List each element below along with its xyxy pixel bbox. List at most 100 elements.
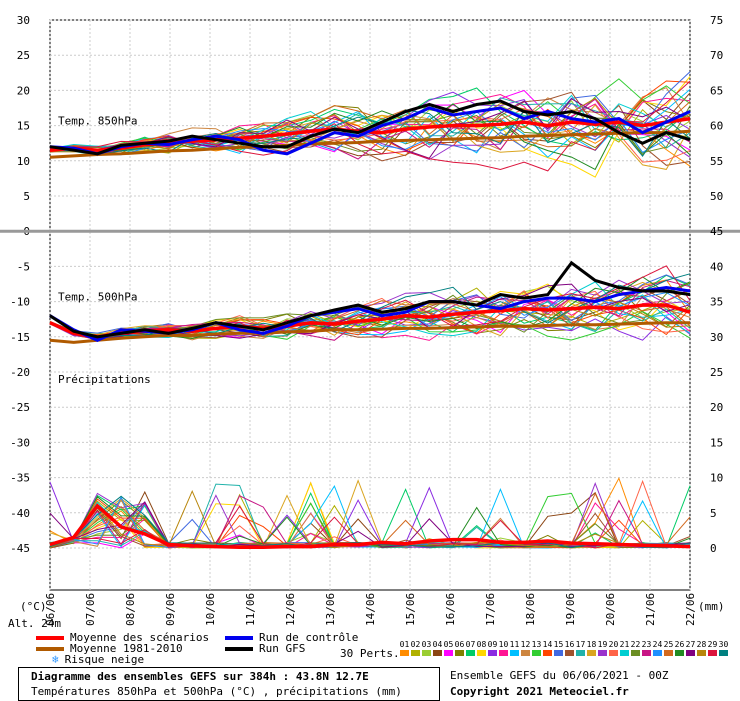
legend-swatch-brown <box>36 647 64 651</box>
perturbation-swatch <box>488 650 497 656</box>
date-tick-label: 15/06 <box>404 593 417 626</box>
panel-label-500: Temp. 500hPa <box>58 291 137 304</box>
date-tick-label: 12/06 <box>284 593 297 626</box>
perturbation-swatch <box>653 650 662 656</box>
left-tick-label: -20 <box>10 366 30 379</box>
perturbation-line-850 <box>49 103 691 171</box>
perturbation-number: 19 <box>597 640 608 649</box>
perturbation-color-key: 01 02 03 04 05 06 07 08 09 10 11 12 13 14 15 16 17 18 19 20… <box>399 640 731 660</box>
series-line-t500 <box>49 321 690 344</box>
perturbation-number: 28 <box>696 640 707 649</box>
panel-label-850: Temp. 850hPa <box>58 115 137 128</box>
perturbation-number: 04 <box>432 640 443 649</box>
date-tick-label: 13/06 <box>324 593 337 626</box>
right-tick-label: 0 <box>710 542 717 555</box>
date-tick-label: 21/06 <box>644 593 657 626</box>
ensemble-chart: 302520151050-5-10-15-20-25-30-35-40-4575… <box>0 14 740 626</box>
perturbation-swatch <box>620 650 629 656</box>
perturbation-number: 22 <box>630 640 641 649</box>
ensemble-info: Ensemble GEFS du 06/06/2021 - 00Z <box>450 669 669 682</box>
chart-title: Diagramme des ensembles GEFS sur 384h : … <box>31 670 369 683</box>
perturbation-swatch <box>411 650 420 656</box>
altitude-label: Alt. 24m <box>8 617 61 630</box>
perturbations-label: 30 Perts. <box>340 647 400 660</box>
left-tick-label: 25 <box>17 49 30 62</box>
legend-swatch-red <box>36 636 64 640</box>
date-tick-label: 10/06 <box>204 593 217 626</box>
perturbation-swatch <box>719 650 728 656</box>
perturbation-line-850 <box>49 109 691 157</box>
perturbation-swatch <box>444 650 453 656</box>
snowflake-icon: ❄ <box>52 653 59 666</box>
date-tick-label: 20/06 <box>604 593 617 626</box>
right-tick-label: 25 <box>710 366 723 379</box>
perturbation-swatch <box>587 650 596 656</box>
legend-swatch-blue <box>225 636 253 640</box>
legend-item-run-gfs: Run GFS <box>225 642 305 655</box>
legend-item-moyenne-scenarios: Moyenne des scénarios <box>36 631 209 644</box>
perturbation-swatch <box>499 650 508 656</box>
left-tick-label: -25 <box>10 401 30 414</box>
perturbation-swatch <box>697 650 706 656</box>
right-tick-label: 55 <box>710 155 723 168</box>
perturbation-swatch <box>466 650 475 656</box>
perturbation-swatch <box>400 650 409 656</box>
chart-subtitle: Températures 850hPa et 500hPa (°C) , pré… <box>31 685 402 698</box>
series-line-t850 <box>49 129 691 159</box>
series-line-t850 <box>49 106 691 156</box>
perturbation-swatch <box>642 650 651 656</box>
perturbation-number: 12 <box>520 640 531 649</box>
perturbation-swatch <box>598 650 607 656</box>
legend-item-snow-risk: ❄ Risque neige <box>52 653 145 666</box>
perturbation-swatch <box>686 650 695 656</box>
perturbation-swatch <box>477 650 486 656</box>
date-tick-label: 14/06 <box>364 593 377 626</box>
right-tick-label: 45 <box>710 225 723 238</box>
perturbation-number: 06 <box>454 640 465 649</box>
right-tick-label: 20 <box>710 401 723 414</box>
left-tick-label: -5 <box>17 260 30 273</box>
perturbation-swatch <box>543 650 552 656</box>
perturbation-swatch <box>631 650 640 656</box>
perturbation-line-precip <box>49 490 691 549</box>
perturbation-number: 26 <box>674 640 685 649</box>
panel-label-precip: Précipitations <box>58 373 151 386</box>
perturbation-number: 24 <box>652 640 663 649</box>
perturbation-number: 13 <box>531 640 542 649</box>
right-unit-label: (mm) <box>698 600 725 613</box>
perturbation-number: 01 <box>399 640 410 649</box>
perturbation-number: 17 <box>575 640 586 649</box>
right-tick-label: 40 <box>710 260 723 273</box>
perturbation-number: 23 <box>641 640 652 649</box>
legend-swatch-black <box>225 647 253 651</box>
perturbation-number: 16 <box>564 640 575 649</box>
left-tick-label: 20 <box>17 84 30 97</box>
perturbation-swatch <box>422 650 431 656</box>
date-tick-label: 22/06 <box>684 593 697 626</box>
perturbation-swatch <box>510 650 519 656</box>
right-tick-label: 30 <box>710 331 723 344</box>
left-tick-label: 5 <box>23 190 30 203</box>
left-tick-label: 10 <box>17 155 30 168</box>
perturbation-number: 30 <box>718 640 729 649</box>
perturbation-number: 14 <box>542 640 553 649</box>
right-tick-label: 65 <box>710 84 723 97</box>
left-tick-label: 30 <box>17 14 30 27</box>
right-tick-label: 15 <box>710 436 723 449</box>
perturbation-number: 15 <box>553 640 564 649</box>
left-tick-label: -10 <box>10 296 30 309</box>
perturbation-swatch <box>576 650 585 656</box>
perturbation-number: 05 <box>443 640 454 649</box>
date-tick-label: 11/06 <box>244 593 257 626</box>
perturbation-swatch <box>675 650 684 656</box>
perturbation-number: 09 <box>487 640 498 649</box>
footer-title-box: Diagramme des ensembles GEFS sur 384h : … <box>18 667 440 701</box>
perturbation-number: 27 <box>685 640 696 649</box>
legend-item-moyenne-1981: Moyenne 1981-2010 <box>36 642 183 655</box>
legend-item-run-controle: Run de contrôle <box>225 631 358 644</box>
right-tick-label: 5 <box>710 507 717 520</box>
perturbation-number: 02 <box>410 640 421 649</box>
perturbation-swatch <box>521 650 530 656</box>
perturbation-number: 21 <box>619 640 630 649</box>
left-tick-label: -45 <box>10 542 30 555</box>
